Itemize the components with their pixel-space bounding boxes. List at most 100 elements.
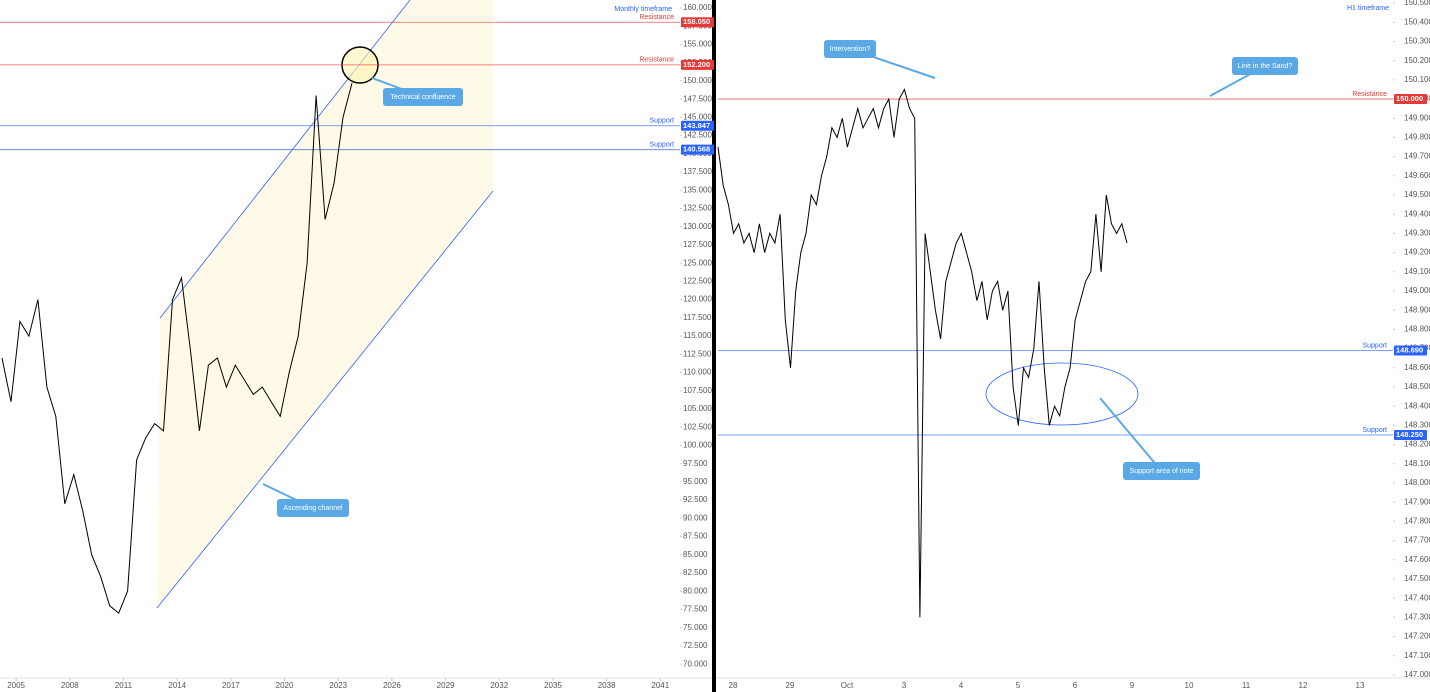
- y-tick-label: 150.500: [1404, 0, 1430, 7]
- y-tick-label: 147.500: [683, 94, 712, 103]
- y-tick-label: 149.700: [1404, 152, 1430, 161]
- y-tick-label: 147.000: [1404, 670, 1430, 679]
- y-tick-label: 117.500: [683, 313, 712, 322]
- y-tick-label: 147.100: [1404, 651, 1430, 660]
- y-tick-label: 149.000: [1404, 286, 1430, 295]
- panel-divider: [712, 0, 716, 692]
- x-tick-label: 2005: [7, 681, 25, 690]
- y-tick-label: 102.500: [683, 422, 712, 431]
- level-name: Support: [1362, 342, 1387, 349]
- callout-text: Support area of note: [1130, 468, 1194, 475]
- y-tick-label: 80.000: [683, 586, 708, 595]
- y-tick-label: 149.800: [1404, 133, 1430, 142]
- y-tick-label: 75.000: [683, 623, 708, 632]
- y-tick-label: 155.000: [683, 40, 712, 49]
- y-tick-label: 95.000: [683, 477, 708, 486]
- level-tag: [681, 144, 714, 155]
- x-tick-label: Oct: [841, 681, 854, 690]
- x-tick-label: 6: [1073, 681, 1078, 690]
- x-tick-label: 10: [1185, 681, 1194, 690]
- y-tick-label: 147.700: [1404, 536, 1430, 545]
- x-tick-label: 5: [1016, 681, 1021, 690]
- level-name: Resistance: [1352, 91, 1387, 98]
- y-tick-label: 149.300: [1404, 229, 1430, 238]
- callout-text: Line in the Sand?: [1238, 63, 1293, 70]
- level-tag-label: 148.250: [1396, 430, 1423, 439]
- x-tick-label: 2020: [276, 681, 294, 690]
- y-tick-label: 150.200: [1404, 56, 1430, 65]
- level-tag-label: 152.200: [683, 60, 710, 69]
- y-tick-label: 87.500: [683, 532, 708, 541]
- y-tick-label: 148.800: [1404, 325, 1430, 334]
- y-tick-label: 150.100: [1404, 75, 1430, 84]
- level-tag: [681, 120, 714, 131]
- y-tick-label: 142.500: [683, 131, 712, 140]
- y-tick-label: 97.500: [683, 459, 708, 468]
- y-tick-label: 147.500: [1404, 574, 1430, 583]
- x-tick-label: 12: [1299, 681, 1308, 690]
- y-tick-label: 132.500: [683, 204, 712, 213]
- y-tick-label: 125.000: [683, 258, 712, 267]
- callout-box: [1123, 462, 1200, 480]
- x-tick-label: 2029: [437, 681, 455, 690]
- level-name: Resistance: [639, 14, 674, 21]
- channel-fill: [157, 0, 493, 608]
- y-tick-label: 150.400: [1404, 17, 1430, 26]
- y-tick-label: 82.500: [683, 568, 708, 577]
- y-tick-label: 112.500: [683, 349, 712, 358]
- callout-pointer: [1099, 397, 1163, 472]
- level-tag-label: 158.050: [683, 17, 710, 26]
- level-tag-label: 140.568: [683, 145, 710, 154]
- y-tick-label: 149.400: [1404, 209, 1430, 218]
- x-tick-label: 2023: [329, 681, 347, 690]
- y-tick-label: 149.900: [1404, 113, 1430, 122]
- y-tick-label: 148.500: [1404, 382, 1430, 391]
- y-tick-label: 100.000: [683, 441, 712, 450]
- y-tick-label: 135.000: [683, 185, 712, 194]
- x-tick-label: 4: [959, 681, 964, 690]
- y-tick-label: 149.600: [1404, 171, 1430, 180]
- callout-box: [1232, 57, 1298, 75]
- y-tick-label: 115.000: [683, 331, 712, 340]
- level-tag-label: 148.690: [1396, 346, 1423, 355]
- y-tick-label: 72.500: [683, 641, 708, 650]
- x-tick-label: 3: [902, 681, 907, 690]
- y-tick-label: 147.300: [1404, 612, 1430, 621]
- callout-text: Technical confluence: [391, 94, 456, 101]
- y-tick-label: 105.000: [683, 404, 712, 413]
- level-name: Support: [649, 142, 674, 149]
- timeframe-label: H1 timeframe: [1347, 5, 1389, 12]
- level-name: Resistance: [639, 57, 674, 64]
- y-tick-label: 130.000: [683, 222, 712, 231]
- y-tick-label: 85.000: [683, 550, 708, 559]
- y-tick-label: 145.000: [683, 112, 712, 121]
- y-tick-label: 149.100: [1404, 267, 1430, 276]
- y-tick-label: 148.600: [1404, 363, 1430, 372]
- y-tick-label: 120.000: [683, 295, 712, 304]
- x-tick-label: 13: [1356, 681, 1365, 690]
- x-tick-label: 2035: [544, 681, 562, 690]
- x-tick-label: 2038: [598, 681, 616, 690]
- x-tick-label: 2014: [168, 681, 186, 690]
- y-tick-label: 148.200: [1404, 440, 1430, 449]
- callout-text: Ascending channel: [283, 505, 343, 512]
- level-tag-label: 143.847: [683, 121, 710, 130]
- y-tick-label: 147.200: [1404, 632, 1430, 641]
- y-tick-label: 160.000: [683, 3, 712, 12]
- callout-text: Intervention?: [830, 46, 871, 53]
- support-ellipse: [985, 362, 1139, 426]
- y-tick-label: 122.500: [683, 277, 712, 286]
- y-tick-label: 147.800: [1404, 516, 1430, 525]
- y-tick-label: 148.400: [1404, 401, 1430, 410]
- x-tick-label: 2026: [383, 681, 401, 690]
- y-tick-label: 150.300: [1404, 37, 1430, 46]
- x-tick-label: 2017: [222, 681, 240, 690]
- y-tick-label: 92.500: [683, 495, 708, 504]
- level-tag: [681, 17, 714, 28]
- x-tick-label: 2008: [61, 681, 79, 690]
- level-tag: [681, 59, 714, 70]
- channel-lower: [156, 190, 494, 609]
- y-tick-label: 70.000: [683, 659, 708, 668]
- x-tick-label: 11: [1242, 681, 1251, 690]
- y-tick-label: 147.400: [1404, 593, 1430, 602]
